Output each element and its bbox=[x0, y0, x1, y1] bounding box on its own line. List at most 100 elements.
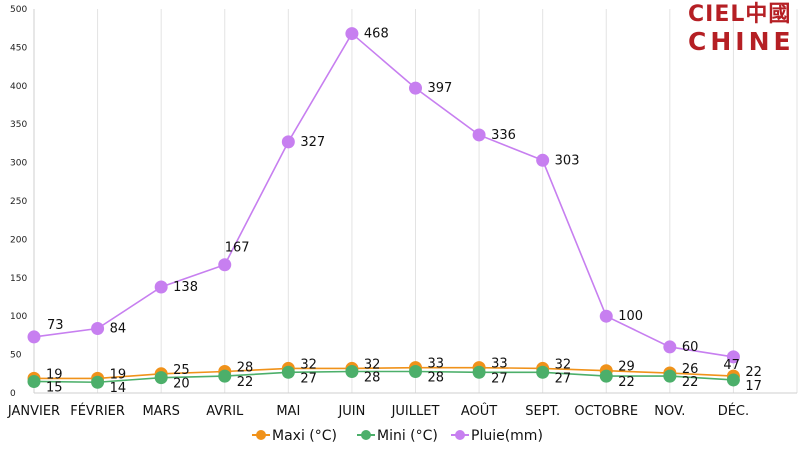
data-label: 14 bbox=[110, 381, 127, 396]
data-label: 397 bbox=[428, 81, 453, 96]
y-tick-label: 500 bbox=[10, 5, 27, 15]
x-tick-label: NOV. bbox=[654, 404, 685, 419]
data-label: 32 bbox=[555, 357, 572, 372]
data-point bbox=[281, 135, 295, 149]
x-tick-label: FÉVRIER bbox=[70, 403, 125, 419]
legend-swatch-marker bbox=[256, 430, 266, 440]
data-point bbox=[726, 373, 740, 387]
data-point bbox=[91, 321, 105, 335]
legend-label: Maxi (°C) bbox=[272, 428, 337, 444]
legend-label: Mini (°C) bbox=[377, 428, 438, 444]
data-point bbox=[281, 365, 295, 379]
axis-layer: 0 50 100 150 200 250 300 350 400 450 500 JANVIER FÉV… bbox=[7, 5, 797, 419]
data-label: 29 bbox=[618, 360, 635, 375]
data-label: 28 bbox=[237, 360, 254, 375]
data-point bbox=[409, 364, 422, 378]
y-tick-label: 200 bbox=[10, 235, 27, 245]
data-point bbox=[472, 365, 486, 379]
data-label: 32 bbox=[364, 357, 381, 372]
series-line bbox=[33, 370, 734, 384]
y-tick-label: 150 bbox=[10, 274, 27, 284]
y-tick-label: 0 bbox=[10, 389, 16, 399]
ciel-chine-logo: CIEL中國 CHINE bbox=[688, 4, 798, 58]
data-point bbox=[27, 374, 41, 388]
data-label: 22 bbox=[745, 365, 762, 380]
data-point bbox=[345, 27, 359, 41]
legend: Maxi (°C) Mini (°C) Pluie(mm) bbox=[252, 428, 543, 444]
data-point bbox=[218, 369, 232, 383]
data-point bbox=[409, 81, 422, 95]
data-label: 167 bbox=[225, 241, 250, 256]
x-tick-label: AVRIL bbox=[206, 404, 244, 419]
data-label: 27 bbox=[555, 371, 572, 386]
data-label: 33 bbox=[491, 357, 508, 372]
x-tick-label: SEPT. bbox=[525, 404, 560, 419]
data-label: 27 bbox=[300, 371, 317, 386]
x-tick-label: MAI bbox=[276, 404, 300, 419]
legend-item: Pluie(mm) bbox=[451, 428, 543, 444]
y-tick-label: 350 bbox=[10, 120, 27, 130]
data-label: 25 bbox=[173, 363, 190, 378]
x-tick-label: DÉC. bbox=[718, 403, 749, 419]
data-point bbox=[536, 365, 550, 379]
series-layer bbox=[27, 27, 740, 389]
legend-item: Maxi (°C) bbox=[252, 428, 337, 444]
data-label: 100 bbox=[618, 309, 643, 324]
grid-layer bbox=[97, 9, 798, 393]
data-label: 303 bbox=[555, 153, 580, 168]
data-label: 47 bbox=[723, 358, 740, 373]
legend-swatch-marker bbox=[455, 430, 465, 440]
data-point bbox=[726, 350, 740, 364]
data-point bbox=[154, 280, 168, 294]
data-label: 20 bbox=[173, 377, 190, 392]
y-tick-label: 400 bbox=[10, 82, 27, 92]
data-point bbox=[663, 369, 677, 383]
data-label: 15 bbox=[46, 380, 63, 395]
data-label: 19 bbox=[110, 367, 127, 382]
data-point bbox=[218, 258, 232, 272]
series-line bbox=[33, 32, 734, 358]
data-label: 26 bbox=[682, 362, 699, 377]
data-point bbox=[27, 330, 41, 344]
data-point bbox=[345, 364, 359, 378]
y-tick-label: 300 bbox=[10, 159, 27, 169]
data-point bbox=[663, 340, 677, 354]
legend-swatch-marker bbox=[361, 430, 371, 440]
y-tick-label: 250 bbox=[10, 197, 27, 207]
x-tick-label: JANVIER bbox=[7, 404, 60, 419]
x-tick-label: MARS bbox=[142, 404, 179, 419]
data-point bbox=[536, 153, 550, 167]
data-label: 73 bbox=[47, 318, 64, 333]
x-tick-label: OCTOBRE bbox=[574, 404, 638, 419]
x-tick-label: JUIN bbox=[337, 404, 365, 419]
data-point bbox=[599, 309, 613, 323]
data-label: 27 bbox=[491, 371, 508, 386]
x-tick-label: JUILLET bbox=[391, 404, 440, 419]
y-tick-label: 450 bbox=[10, 43, 27, 53]
legend-label: Pluie(mm) bbox=[471, 428, 543, 444]
logo-line-1: CIEL中國 bbox=[688, 2, 792, 27]
data-label: 327 bbox=[300, 135, 325, 150]
data-label: 22 bbox=[618, 375, 635, 390]
data-point bbox=[154, 371, 168, 385]
series-2 bbox=[27, 27, 740, 364]
data-label: 22 bbox=[237, 375, 254, 390]
data-label: 336 bbox=[491, 128, 516, 143]
x-tick-label: AOÛT bbox=[461, 403, 497, 419]
data-label: 22 bbox=[682, 375, 699, 390]
data-label: 28 bbox=[428, 370, 445, 385]
data-label: 468 bbox=[364, 27, 389, 42]
data-label: 28 bbox=[364, 370, 381, 385]
data-point bbox=[91, 375, 105, 389]
logo-line-2: CHINE bbox=[688, 27, 795, 56]
data-label: 19 bbox=[46, 367, 63, 382]
data-label: 138 bbox=[173, 280, 198, 295]
y-tick-label: 50 bbox=[10, 351, 22, 361]
data-label: 33 bbox=[428, 357, 445, 372]
data-label: 60 bbox=[682, 340, 699, 355]
data-label: 84 bbox=[110, 321, 127, 336]
series-line bbox=[34, 366, 734, 380]
data-point bbox=[472, 128, 486, 142]
